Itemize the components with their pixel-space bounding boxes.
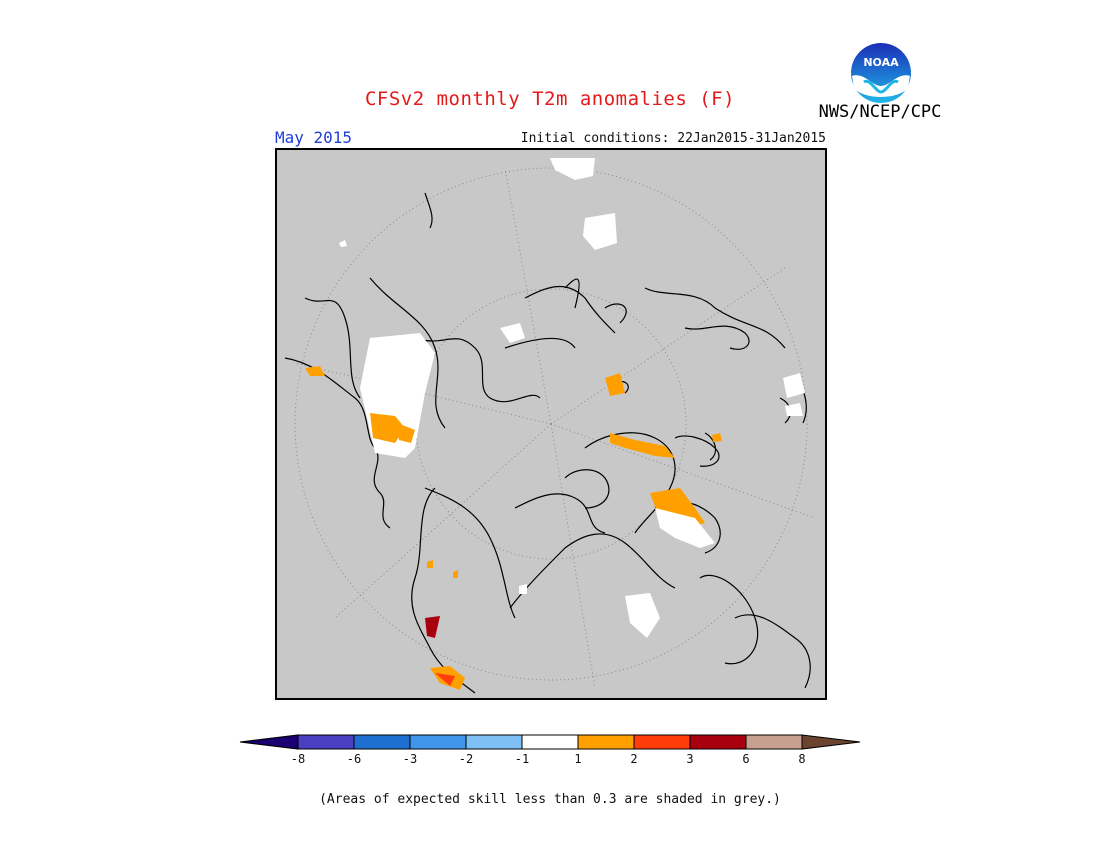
colorbar-swatch <box>801 734 861 750</box>
colorbar-tick-label: 6 <box>742 752 749 766</box>
colorbar-swatch <box>633 734 691 750</box>
colorbar-tick-label: -3 <box>403 752 417 766</box>
noaa-logo: NOAA <box>851 43 911 103</box>
chart-title: CFSv2 monthly T2m anomalies (F) <box>364 88 736 110</box>
colorbar-swatch <box>353 734 411 750</box>
colorbar-tick-label: 8 <box>798 752 805 766</box>
colorbar-swatch <box>239 734 299 750</box>
colorbar-tick-label: -8 <box>291 752 305 766</box>
colorbar-tick-label: -2 <box>459 752 473 766</box>
forecast-month: May 2015 <box>275 128 353 147</box>
colorbar-tick-label: 1 <box>574 752 581 766</box>
coastlines <box>284 192 811 694</box>
colorbar: -8 -6 -3 -2 -1 1 2 3 6 8 <box>239 734 861 766</box>
initial-conditions: Initial conditions: 22Jan2015-31Jan2015 <box>520 131 826 146</box>
colorbar-swatch <box>689 734 747 750</box>
polar-map <box>275 148 827 700</box>
colorbar-tick-label: 3 <box>686 752 693 766</box>
graticule <box>294 167 816 689</box>
noaa-logo-text: NOAA <box>863 56 899 69</box>
colorbar-tick-label: -6 <box>347 752 361 766</box>
colorbar-swatch <box>409 734 467 750</box>
colorbar-tick-label: 2 <box>630 752 637 766</box>
colorbar-swatch <box>521 734 579 750</box>
colorbar-swatch <box>465 734 523 750</box>
colorbar-swatch <box>577 734 635 750</box>
colorbar-tick-label: -1 <box>515 752 529 766</box>
agency-label: NWS/NCEP/CPC <box>818 102 942 122</box>
colorbar-swatch <box>297 734 355 750</box>
anomaly-patches <box>305 158 805 690</box>
colorbar-swatch <box>745 734 803 750</box>
skill-footnote: (Areas of expected skill less than 0.3 a… <box>319 792 781 807</box>
